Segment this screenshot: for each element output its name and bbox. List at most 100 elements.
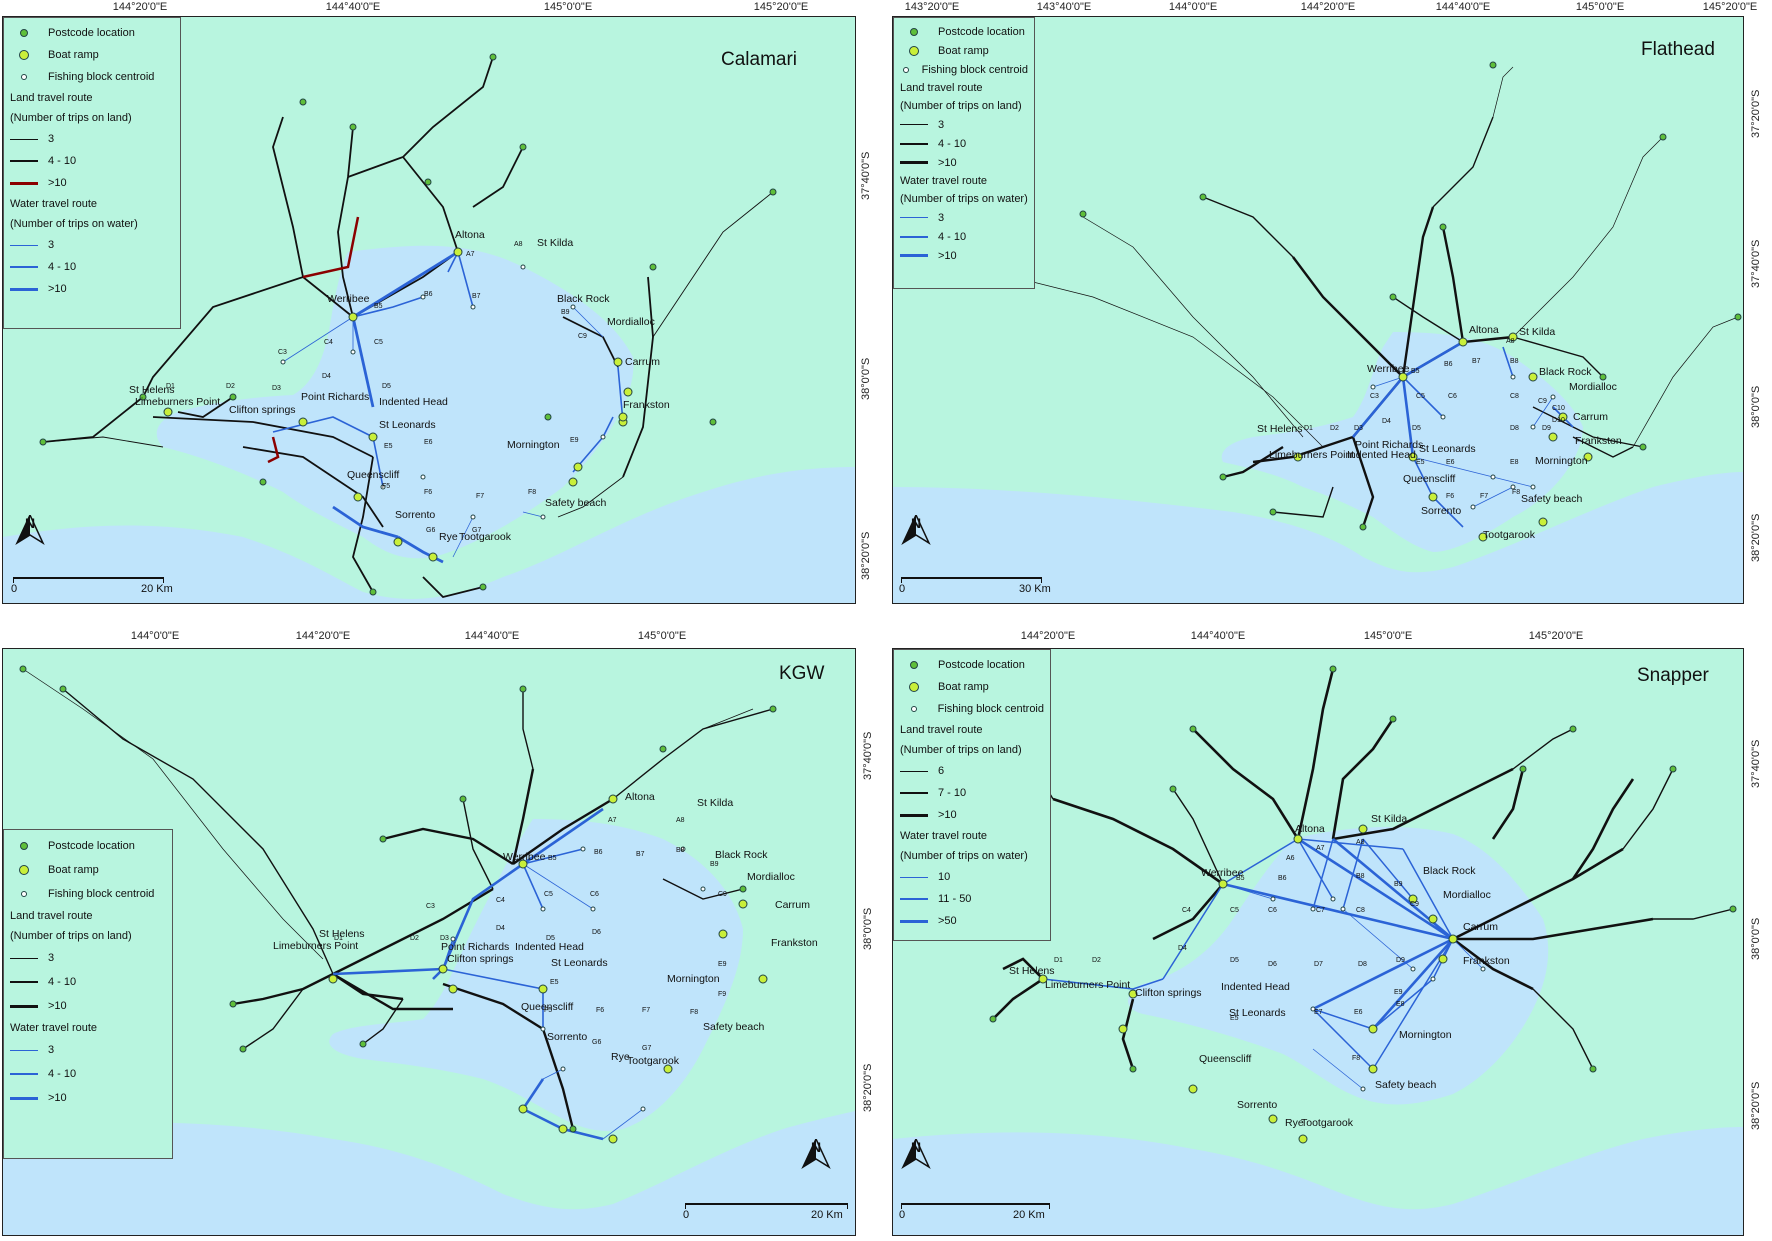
legend-land-head-sub: (Number of trips on land) [900,100,1022,112]
block-label: F8 [1512,489,1521,496]
scale-start: 0 [683,1209,690,1221]
block-label: E8 [1396,1001,1405,1008]
site-label: Limeburners Point [1045,979,1131,991]
legend-ramp-label: Boat ramp [48,864,99,876]
lat-tick: 38°20'0"S [1750,513,1762,562]
block-label: E6 [1354,1009,1363,1016]
lon-tick: 144°20'0"E [112,1,168,13]
site-label: Tootgarook [627,1055,679,1067]
lon-tick: 145°0'0"E [543,1,593,13]
legend-land-head: Land travel route [900,82,983,94]
site-label: Black Rock [1423,865,1476,877]
block-label: G7 [472,527,482,534]
site-label: St Leonards [551,957,608,969]
scale-start: 0 [899,1209,906,1221]
site-label: Indented Head [1347,449,1416,461]
block-label: E5 [1230,1015,1239,1022]
site-label: Rye [611,1051,630,1063]
block-label: F7 [642,1007,651,1014]
block-label: B5 [374,303,383,310]
lat-tick: 38°20'0"S [860,531,872,580]
site-label: Altona [1295,823,1325,835]
block-label: C9 [1410,901,1419,908]
block-label: E9 [1394,989,1403,996]
lat-tick: 38°0'0"S [1750,385,1762,428]
legend-land-head: Land travel route [10,910,93,922]
block-label: D3 [1354,425,1363,432]
block-label: C7 [1316,907,1325,914]
legend-water-head-sub: (Number of trips on water) [10,218,138,230]
site-label: Indented Head [379,396,448,408]
block-label: F6 [1446,493,1455,500]
site-label: St Helens [319,928,365,940]
block-label: C9 [578,333,587,340]
block-label: F8 [1352,1055,1361,1062]
site-label: Mordialloc [1569,381,1617,393]
site-label: Queenscliff [347,469,400,481]
site-label: Safety beach [703,1021,765,1033]
lat-tick: 38°0'0"S [862,907,874,950]
block-label: D2 [1092,957,1101,964]
site-label: St Kilda [1519,326,1556,338]
site-label: St Leonards [379,419,436,431]
block-label: D4 [496,925,505,932]
site-label: Sorrento [547,1031,588,1043]
site-label: Safety beach [1375,1079,1437,1091]
block-label: B7 [1472,358,1481,365]
legend-land-class: >10 [938,156,957,169]
block-label: C3 [426,903,435,910]
block-label: D9 [1396,957,1405,964]
site-label: Altona [1469,324,1499,336]
legend-ramp-label: Boat ramp [48,49,99,61]
scale-bar: 0 20 Km [11,577,173,603]
legend-water-class: 11 - 50 [938,893,972,905]
map-calamari [3,53,855,603]
site-label: Safety beach [1521,493,1583,505]
site-label: Altona [625,791,655,803]
block-label: D2 [410,935,419,942]
block-label: D3 [272,385,281,392]
site-label: Clifton springs [229,404,296,416]
block-label: A7 [608,817,617,824]
scale-bar: 0 30 Km [899,577,1061,603]
site-label: Tootgarook [459,531,511,543]
block-label: F7 [476,493,485,500]
block-label: D1 [1054,957,1063,964]
scale-end: 20 Km [811,1209,843,1221]
site-label: Safety beach [545,497,607,509]
block-label: A6 [1286,855,1295,862]
lat-tick: 38°20'0"S [1750,1081,1762,1130]
legend-land-head-sub: (Number of trips on land) [10,930,132,942]
site-label: Black Rock [715,849,768,861]
block-label: A8 [1356,839,1365,846]
lon-tick: 144°40'0"E [1190,630,1246,642]
block-label: B9 [1394,881,1403,888]
block-label: B5 [548,855,557,862]
legend-water-class: 4 - 10 [48,1068,77,1080]
site-label: Frankston [771,937,818,949]
map-flathead [893,61,1743,603]
legend-water-class: >10 [938,249,957,262]
block-label: E5 [1416,459,1425,466]
legend-calamari: Postcode location Boat ramp Fishing bloc… [3,17,181,329]
block-label: D5 [546,935,555,942]
site-label: Werribee [1367,363,1410,375]
north-arrow-icon [801,1139,831,1169]
legend-land-class: >10 [48,177,67,189]
legend-land-head: Land travel route [10,92,93,104]
block-label: C6 [590,891,599,898]
lat-tick: 38°20'0"S [862,1063,874,1112]
panel-title: Calamari [721,49,798,70]
site-label: Clifton springs [447,953,514,965]
legend-water-head-sub: (Number of trips on water) [900,850,1028,862]
lon-tick: 145°0'0"E [1363,630,1413,642]
site-label: Frankston [623,399,670,411]
site-label: Point Richards [1355,439,1424,451]
block-label: F6 [596,1007,605,1014]
block-label: B6 [594,849,603,856]
map-frame-kgw: Postcode location Boat ramp Fishing bloc… [2,648,856,1236]
legend-water-head: Water travel route [10,1022,98,1034]
legend-block-label: Fishing block centroid [48,71,155,83]
legend-block-label: Fishing block centroid [937,703,1044,715]
legend-block-label: Fishing block centroid [921,63,1028,76]
